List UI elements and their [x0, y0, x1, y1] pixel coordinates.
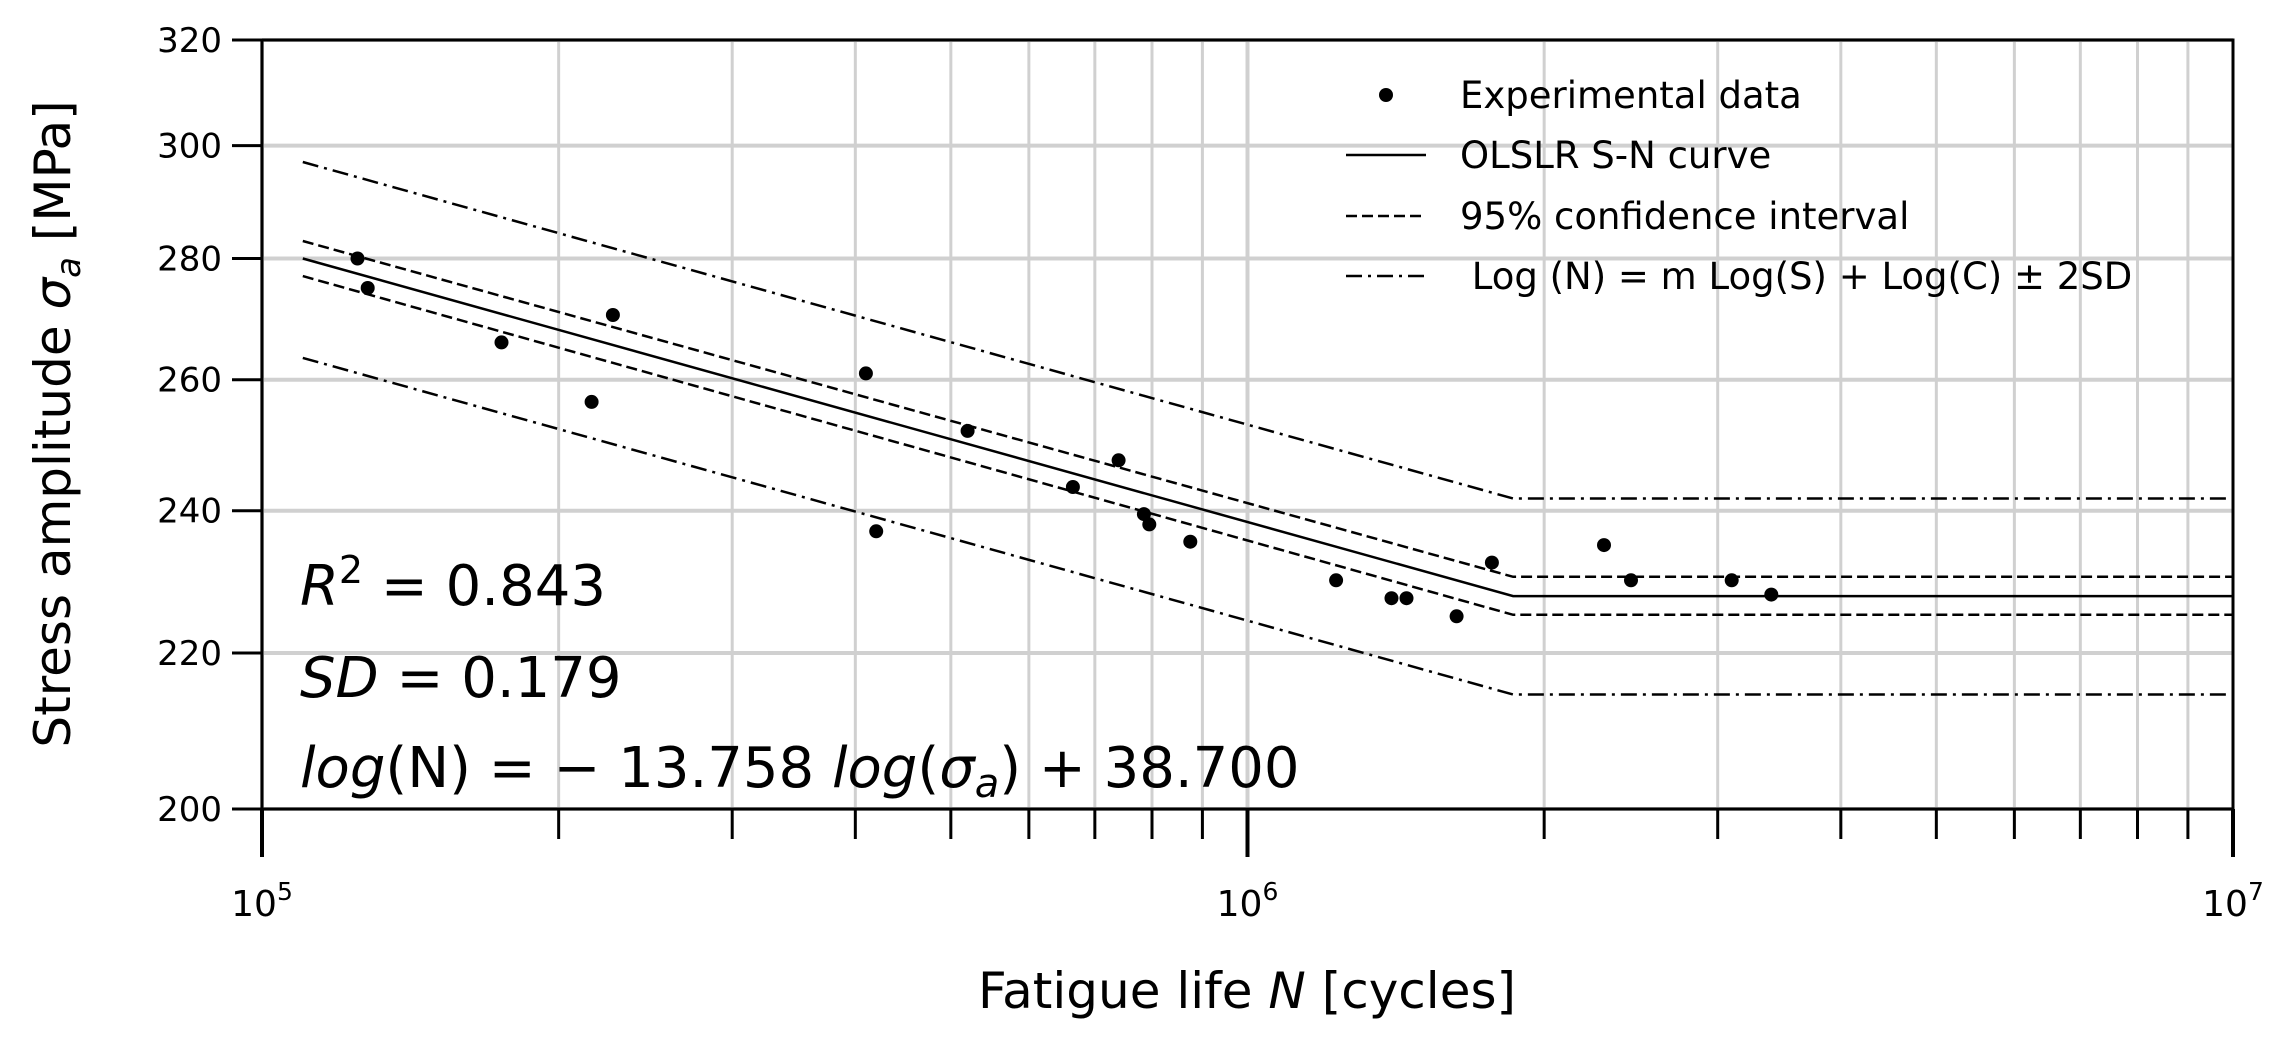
series-line: [302, 257, 2233, 598]
data-point: [494, 335, 509, 350]
y-tick-label: 320: [157, 21, 222, 61]
data-point: [869, 524, 884, 539]
data-point: [1624, 573, 1638, 588]
legend-label-confidence: 95% confidence interval: [1460, 195, 1909, 238]
r-squared-annotation: R2 = 0.843: [300, 548, 606, 619]
legend-marker-experimental: [1379, 88, 1393, 102]
data-point: [1384, 591, 1399, 606]
data-point: [1111, 453, 1126, 468]
experimental-points: [350, 251, 1779, 624]
data-point: [1597, 538, 1611, 553]
data-point: [1724, 573, 1739, 588]
y-tick-label: 220: [157, 634, 222, 674]
y-axis-label: Stress amplitude σa [MPa]: [24, 100, 89, 747]
y-tick-label: 260: [157, 361, 222, 401]
x-tick-label: 107: [2202, 877, 2264, 925]
axes: 105 106 107 200 220 240 260 280 300 320: [157, 21, 2264, 925]
sd-annotation: SD = 0.179: [300, 646, 622, 711]
series-line: [302, 274, 2233, 617]
fit-lines: [302, 160, 2233, 696]
legend: Experimental data OLSLR S-N curve 95% co…: [1346, 74, 2132, 298]
data-point: [1065, 480, 1080, 494]
data-point: [1142, 517, 1157, 532]
legend-label-olslr: OLSLR S-N curve: [1460, 134, 1771, 177]
x-tick-label: 106: [1217, 877, 1279, 925]
series-line: [302, 356, 2233, 696]
data-point: [584, 394, 599, 409]
data-point: [350, 251, 365, 266]
series-line: [302, 160, 2233, 500]
y-tick-label: 280: [157, 239, 222, 279]
data-point: [1183, 534, 1198, 549]
y-tick-label: 240: [157, 492, 222, 532]
regression-equation: log(N) = − 13.758 log(σa) + 38.700: [300, 736, 1300, 807]
data-point: [360, 281, 375, 295]
x-axis-label: Fatigue life N [cycles]: [978, 962, 1516, 1020]
data-point: [605, 308, 620, 322]
y-tick-label: 300: [157, 127, 222, 167]
x-tick-label: 105: [231, 877, 293, 925]
data-point: [1329, 573, 1344, 588]
data-point: [1399, 591, 1414, 606]
data-point: [960, 423, 975, 438]
fit-annotations: R2 = 0.843 SD = 0.179 log(N) = − 13.758 …: [300, 548, 1300, 807]
data-point: [1136, 507, 1151, 522]
legend-label-2sd: Log (N) = m Log(S) + Log(C) ± 2SD: [1460, 255, 2132, 298]
data-point: [858, 366, 873, 381]
data-point: [1449, 609, 1464, 624]
data-point: [1484, 555, 1499, 570]
legend-label-experimental: Experimental data: [1460, 74, 1802, 117]
y-tick-label: 200: [157, 790, 222, 830]
series-line: [302, 239, 2233, 579]
data-point: [1764, 587, 1779, 602]
